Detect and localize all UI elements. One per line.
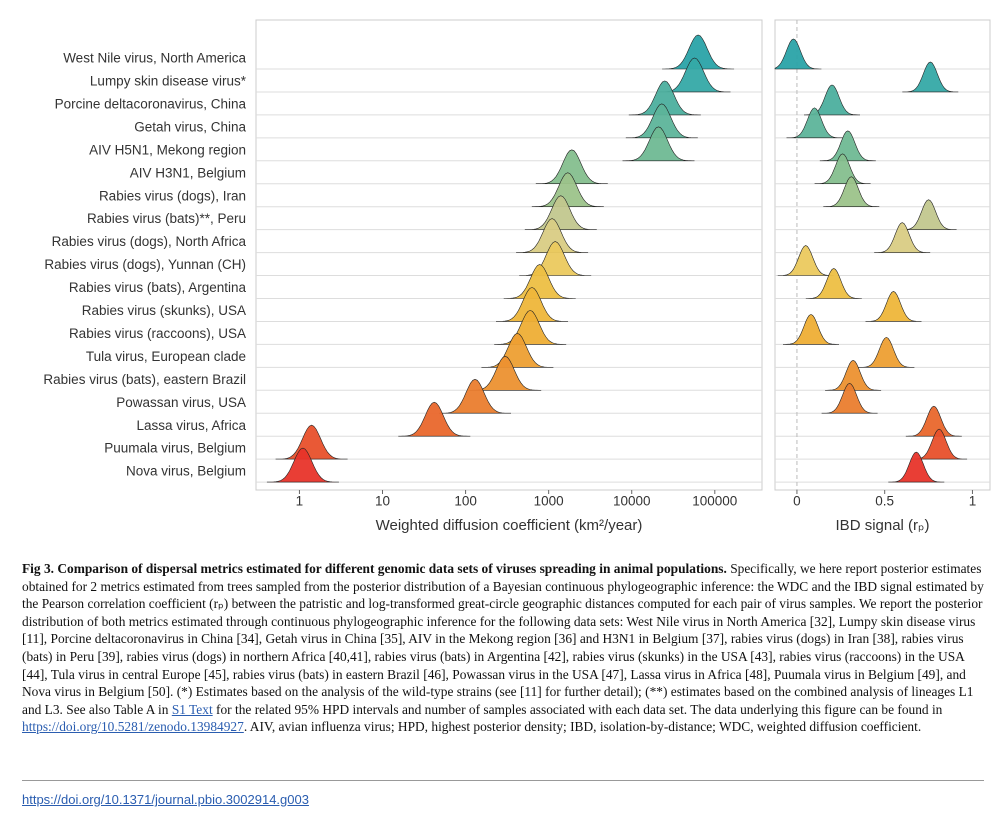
x-tick-label: 0.5 [875,494,894,509]
row-label: Rabies virus (bats), Argentina [69,280,247,295]
row-label: Rabies virus (raccoons), USA [69,326,246,341]
density [905,405,962,437]
density [628,80,701,116]
caption: Fig 3. Comparison of dispersal metrics e… [22,560,984,736]
row-label: AIV H5N1, Mekong region [89,142,246,157]
x-tick-label: 0 [793,494,801,509]
x-axis-label: Weighted diffusion coefficient (km²/year… [376,517,643,534]
density [819,130,876,162]
density [519,241,592,276]
panel-frame [255,19,763,491]
caption-text: for the related 95% HPD intervals and nu… [212,701,943,717]
row-label: Porcine deltacoronavirus, China [55,96,247,111]
caption-link[interactable]: S1 Text [171,701,213,717]
density [888,451,945,483]
row-label: Lassa virus, Africa [136,418,246,433]
density [874,222,931,253]
caption-title: Fig 3. Comparison of dispersal metrics e… [22,561,727,576]
density [786,107,843,139]
density [524,195,597,230]
density [900,199,957,230]
density [823,176,880,207]
row-label: Nova virus, Belgium [126,464,246,479]
density [496,287,568,322]
density [494,310,567,345]
x-tick-label: 100000 [692,494,737,509]
x-tick-label: 100 [454,494,477,509]
density [516,218,589,253]
density [266,447,339,483]
density [481,332,554,368]
row-label: Powassan virus, USA [116,395,246,410]
caption-link[interactable]: https://doi.org/10.5281/zenodo.13984927 [22,719,244,735]
density [805,268,862,299]
density [821,382,878,414]
row-label: Puumala virus, Belgium [104,441,246,456]
density [858,336,915,368]
density [865,291,922,322]
row-label: Rabies virus (dogs), North Africa [52,234,247,249]
row-label: Rabies virus (bats), eastern Brazil [43,372,246,387]
row-label: Tula virus, European clade [86,349,246,364]
density [398,401,471,437]
density [902,61,959,93]
density [625,103,698,139]
row-label: Rabies virus (bats)**, Peru [87,211,246,226]
row-label: Rabies virus (dogs), Iran [99,188,246,203]
figure: West Nile virus, North America Lumpy skin… [43,19,991,534]
caption-text: . AIV, avian influenza virus; HPD, highe… [243,719,922,735]
panel-frame [774,19,991,491]
ridges [266,34,735,483]
x-tick-label: 10000 [613,494,651,509]
row-label: Rabies virus (skunks), USA [82,303,246,318]
x-tick-label: 1 [296,494,304,509]
row-label: Getah virus, China [134,119,246,134]
density [814,153,871,184]
doi-link[interactable]: https://doi.org/10.1371/journal.pbio.300… [22,792,309,807]
ridges [774,38,968,483]
density [503,264,576,299]
row-label: Rabies virus (dogs), Yunnan (CH) [44,257,246,272]
x-axis-label: IBD signal (rₚ) [836,517,930,534]
divider [22,780,984,781]
density [622,126,695,162]
density [777,245,834,276]
x-tick-label: 1 [969,494,977,509]
x-tick-label: 10 [375,494,390,509]
density [774,38,822,70]
density [275,424,348,460]
row-label: AIV H3N1, Belgium [130,165,246,180]
density [535,149,608,184]
row-label: Lumpy skin disease virus* [90,74,247,89]
caption-text: Specifically, we here report posterior e… [22,561,984,717]
density [439,378,511,414]
row-label: West Nile virus, North America [63,51,246,66]
density [825,359,882,391]
density [662,34,735,70]
x-tick-label: 1000 [534,494,564,509]
density [531,172,604,207]
density [783,314,839,345]
